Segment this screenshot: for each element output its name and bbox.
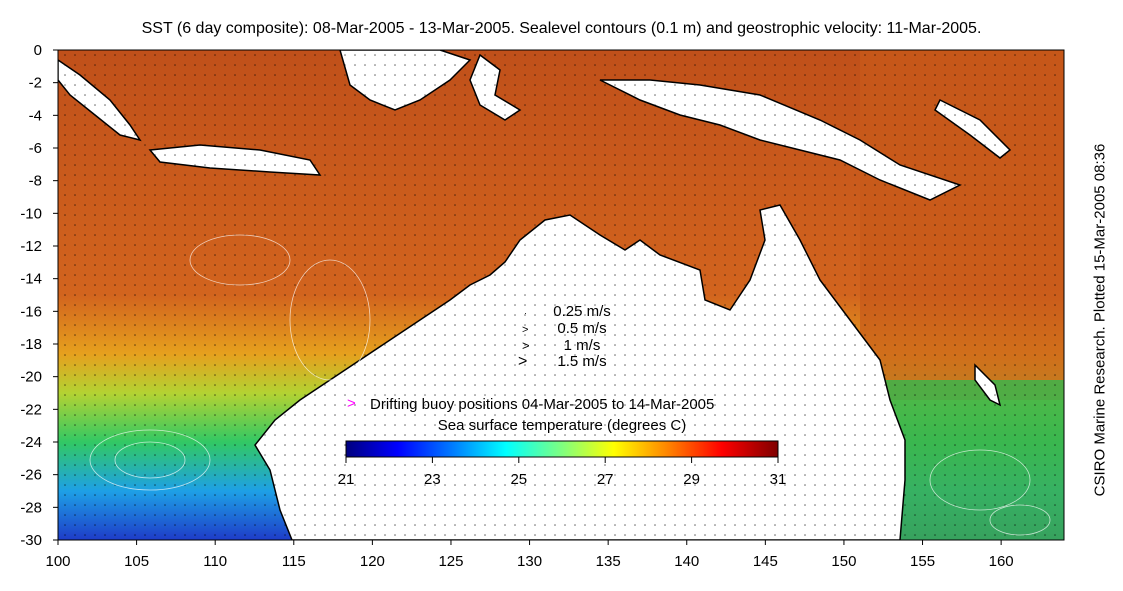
colorbar: Sea surface temperature (degrees C) 21 23…	[338, 417, 787, 488]
lon-tick-label: 110	[203, 553, 227, 570]
lon-tick-label: 130	[517, 553, 542, 570]
lat-tick-label: -6	[29, 140, 42, 157]
lat-tick-label: -10	[20, 205, 42, 222]
buoy-label: Drifting buoy positions 04-Mar-2005 to 1…	[370, 396, 714, 413]
lon-tick-label: 120	[360, 553, 385, 570]
lat-tick-label: -28	[20, 499, 42, 516]
colorbar-tick-label: 23	[424, 471, 441, 488]
lat-tick-label: -26	[20, 467, 42, 484]
colorbar-title: Sea surface temperature (degrees C)	[438, 417, 686, 434]
velocity-legend: · 0.25 m/s > 0.5 m/s > 1 m/s > 1.5 m/s	[518, 303, 611, 370]
colorbar-tick-label: 21	[338, 471, 355, 488]
velocity-legend-symbol: >	[518, 353, 527, 370]
lat-tick-label: -4	[29, 107, 42, 124]
lon-tick-label: 160	[989, 553, 1014, 570]
lat-tick-label: -30	[20, 532, 42, 549]
lon-tick-label: 100	[45, 553, 70, 570]
lon-tick-label: 145	[753, 553, 778, 570]
colorbar-tick-label: 25	[510, 471, 527, 488]
colorbar-ticks: 21 23 25 27 29 31	[338, 457, 787, 488]
velocity-legend-symbol: >	[522, 338, 530, 353]
lat-tick-label: -8	[29, 173, 42, 190]
lon-tick-label: 140	[674, 553, 699, 570]
sealevel-contours	[89, 234, 1051, 536]
map-plot-area	[58, 50, 1064, 540]
velocity-legend-label: 1 m/s	[564, 337, 601, 354]
lon-tick-label: 125	[438, 553, 463, 570]
velocity-field	[58, 50, 1064, 540]
velocity-legend-symbol: ·	[524, 308, 527, 318]
velocity-legend-label: 0.5 m/s	[557, 320, 606, 337]
velocity-legend-label: 1.5 m/s	[557, 353, 606, 370]
lon-tick-label: 150	[831, 553, 856, 570]
lat-tick-label: -18	[20, 336, 42, 353]
colorbar-tick-label: 31	[770, 471, 787, 488]
lat-tick-label: -14	[20, 271, 42, 288]
lon-tick-label: 115	[282, 553, 306, 570]
colorbar-ramp	[345, 440, 779, 458]
map-title: SST (6 day composite): 08-Mar-2005 - 13-…	[141, 20, 982, 37]
lon-tick-label: 105	[124, 553, 149, 570]
lon-tick-label: 135	[596, 553, 621, 570]
colorbar-tick-label: 29	[683, 471, 700, 488]
lat-tick-label: -16	[20, 303, 42, 320]
velocity-legend-symbol: >	[522, 324, 528, 336]
lon-tick-label: 155	[910, 553, 935, 570]
longitude-axis: 100 105 110 115 120 125 130 135 140 145 150 155 160	[45, 540, 1014, 570]
latitude-axis: 0 -2 -4 -6 -8 -10 -12 -14 -16 -18 -20 -22 -24 -26 -28 -…	[20, 42, 58, 549]
lat-tick-label: -24	[20, 434, 42, 451]
buoy-symbol: >	[347, 395, 356, 412]
lat-tick-label: 0	[34, 42, 42, 59]
colorbar-tick-label: 27	[597, 471, 614, 488]
map-frame	[57, 49, 1065, 541]
buoy-legend: > Drifting buoy positions 04-Mar-2005 to…	[347, 395, 714, 413]
lat-tick-label: -22	[20, 401, 42, 418]
velocity-legend-label: 0.25 m/s	[553, 303, 611, 320]
lat-tick-label: -12	[20, 238, 42, 255]
lat-tick-label: -2	[29, 75, 42, 92]
lat-tick-label: -20	[20, 369, 42, 386]
